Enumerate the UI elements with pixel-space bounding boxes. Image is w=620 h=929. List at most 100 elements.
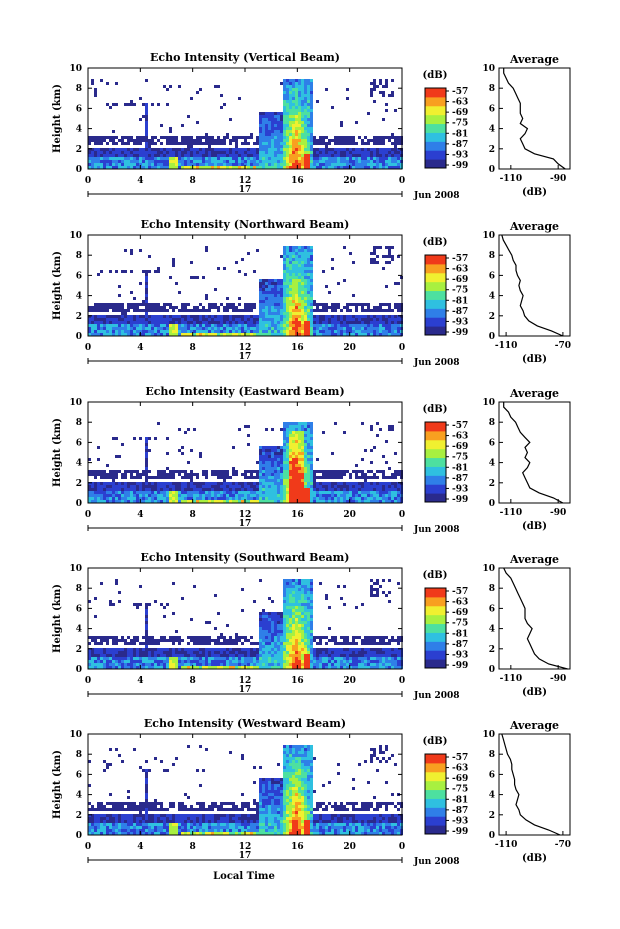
heatmap-cell [163,615,166,618]
heatmap-cell [118,148,121,151]
heatmap-cell [124,648,127,651]
heatmap-cell [307,488,310,491]
heatmap-cell [214,163,217,166]
date-day-label: 17 [239,519,252,529]
heatmap-cell [148,500,151,503]
heatmap-cell [256,491,259,494]
heatmap-cell [124,103,127,106]
heatmap-cell [274,461,277,464]
heatmap-cell [268,479,271,482]
heatmap-cell [277,297,280,300]
heatmap-cell [304,276,307,279]
heatmap-cell [229,666,232,669]
heatmap-cell [367,309,370,312]
heatmap-cell [259,160,262,163]
heatmap-cell [193,666,196,669]
heatmap-cell [307,288,310,291]
heatmap-cell [313,303,316,306]
heatmap-cell [280,142,283,145]
heatmap-cell [388,306,391,309]
heatmap-cell [217,663,220,666]
heatmap-cell [217,497,220,500]
heatmap-cell [232,482,235,485]
heatmap-cell [328,160,331,163]
heatmap-cell [166,148,169,151]
heatmap-cell [136,660,139,663]
heatmap-cell [115,642,118,645]
heatmap-cell [223,324,226,327]
heatmap-cell [148,303,151,306]
heatmap-cell [235,639,238,642]
heatmap-cell [133,154,136,157]
heatmap-cell [307,133,310,136]
heatmap-cell [247,651,250,654]
heatmap-cell [106,309,109,312]
heatmap-cell [385,497,388,500]
heatmap-cell [298,285,301,288]
heatmap-cell [262,476,265,479]
heatmap-cell [145,133,148,136]
heatmap-cell [196,330,199,333]
heatmap-cell [382,139,385,142]
heatmap-cell [154,151,157,154]
heatmap-cell [94,482,97,485]
heatmap-cell [112,488,115,491]
heatmap-cell [262,446,265,449]
heatmap-cell [250,666,253,669]
heatmap-cell [97,470,100,473]
heatmap-cell [364,160,367,163]
heatmap-cell [235,327,238,330]
heatmap-cell [145,303,148,306]
heatmap-cell [178,85,181,88]
heatmap-cell [235,660,238,663]
heatmap-cell [130,270,133,273]
heatmap-cell [295,166,298,169]
heatmap-cell [133,327,136,330]
heatmap-cell [391,473,394,476]
heatmap-cell [301,121,304,124]
heatmap-cell [265,642,268,645]
heatmap-cell [169,330,172,333]
average-y-tick-label: 6 [489,438,495,448]
heatmap-cell [292,279,295,282]
heatmap-cell [106,148,109,151]
heatmap-cell [307,437,310,440]
heatmap-cell [238,663,241,666]
average-y-tick-label: 4 [489,125,495,135]
heatmap-cell [115,488,118,491]
heatmap-cell [307,276,310,279]
heatmap-cell [307,91,310,94]
heatmap-cell [373,476,376,479]
heatmap-cell [115,660,118,663]
heatmap-cell [244,154,247,157]
heatmap-cell [295,124,298,127]
heatmap-cell [352,485,355,488]
heatmap-cell [277,163,280,166]
heatmap-cell [322,306,325,309]
heatmap-cell [190,491,193,494]
heatmap-cell [385,324,388,327]
average-y-tick-label: 4 [489,292,495,302]
heatmap-cell [235,482,238,485]
heatmap-cell [253,327,256,330]
heatmap-cell [334,485,337,488]
heatmap-cell [202,327,205,330]
heatmap-cell [193,139,196,142]
heatmap-cell [202,660,205,663]
heatmap-cell [184,315,187,318]
heatmap-cell [340,482,343,485]
heatmap-cell [256,500,259,503]
heatmap-cell [232,648,235,651]
heatmap-cell [259,318,262,321]
heatmap-cell [193,160,196,163]
heatmap-cell [286,464,289,467]
heatmap-cell [277,118,280,121]
heatmap-cell [196,651,199,654]
heatmap-cell [271,136,274,139]
heatmap-cell [247,154,250,157]
heatmap-cell [301,431,304,434]
heatmap-cell [310,464,313,467]
heatmap-cell [142,318,145,321]
heatmap-cell [283,428,286,431]
heatmap-cell [388,309,391,312]
